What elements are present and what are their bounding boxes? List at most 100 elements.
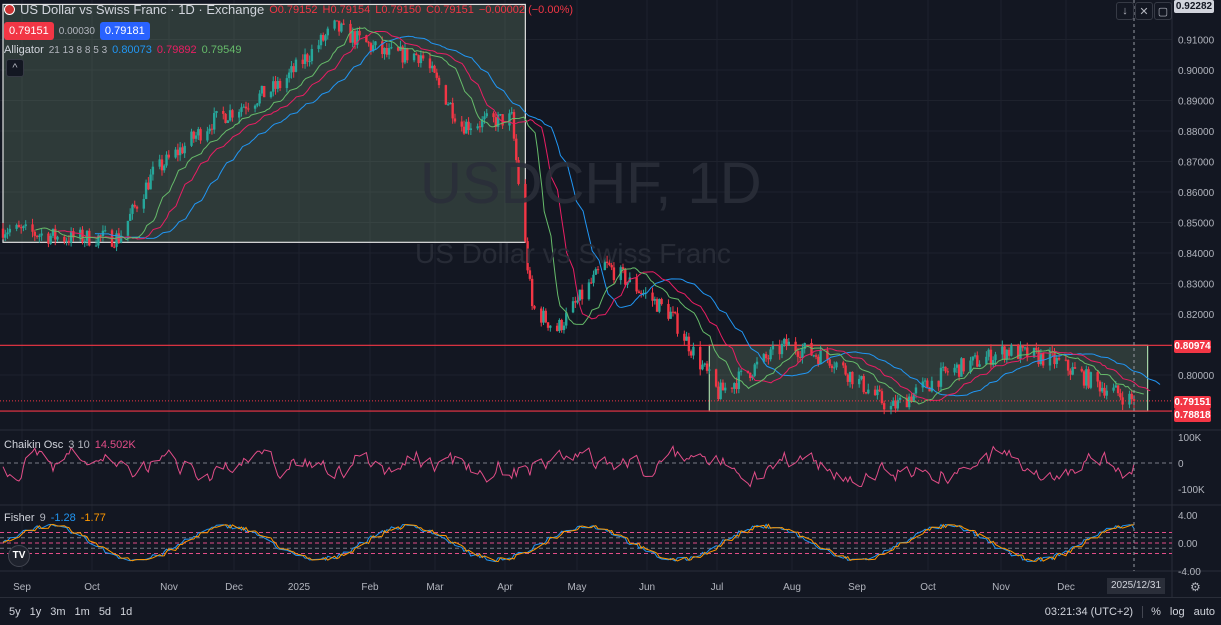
candle-body bbox=[719, 382, 722, 400]
candle-body bbox=[864, 392, 868, 394]
candle-body bbox=[833, 367, 836, 369]
candle-body bbox=[115, 233, 118, 247]
candle-body bbox=[783, 338, 786, 344]
candle-body bbox=[612, 267, 616, 281]
candle-body bbox=[342, 23, 345, 25]
candle-body bbox=[15, 224, 18, 229]
maximize-pane-button[interactable]: ▢ bbox=[1154, 2, 1172, 20]
candle-body bbox=[446, 104, 450, 106]
candle-body bbox=[739, 370, 743, 372]
collapse-legend-button[interactable]: ^ bbox=[6, 59, 24, 77]
candle-body bbox=[755, 361, 759, 365]
candle-body bbox=[944, 366, 947, 372]
tradingview-logo[interactable]: TV bbox=[8, 545, 30, 567]
collapse-pane-button[interactable]: ✕ bbox=[1135, 2, 1153, 20]
auto-toggle[interactable]: auto bbox=[1193, 605, 1215, 618]
range-1y[interactable]: 1y bbox=[29, 605, 42, 618]
candle-body bbox=[451, 102, 454, 119]
candle-body bbox=[206, 131, 209, 141]
candle-body bbox=[158, 159, 161, 167]
symbol-legend[interactable]: US Dollar vs Swiss Franc · 1D · Exchange… bbox=[4, 2, 573, 17]
candle-body bbox=[708, 369, 711, 371]
candle-body bbox=[1069, 370, 1072, 375]
candle-body bbox=[592, 274, 595, 283]
chaikin-legend[interactable]: Chaikin Osc 3 10 14.502K bbox=[4, 439, 136, 451]
candle-body bbox=[444, 85, 448, 105]
quote-row: 0.79151 0.00030 0.79181 bbox=[4, 22, 150, 40]
sell-button[interactable]: 0.79151 bbox=[4, 22, 54, 40]
candle-body bbox=[385, 47, 389, 55]
candle-body bbox=[306, 54, 309, 62]
candle-body bbox=[528, 270, 532, 279]
candle-body bbox=[828, 359, 831, 366]
candle-body bbox=[194, 135, 198, 139]
candle-body bbox=[1021, 345, 1024, 348]
candle-body bbox=[1112, 387, 1115, 391]
range-5y[interactable]: 5y bbox=[9, 605, 21, 618]
candle-body bbox=[213, 113, 216, 130]
alligator-jaw-line bbox=[94, 35, 1161, 397]
candle-body bbox=[208, 128, 211, 132]
candle-body bbox=[851, 371, 854, 385]
candle-body bbox=[1003, 346, 1006, 360]
candle-body bbox=[1016, 345, 1020, 359]
percent-toggle[interactable]: % bbox=[1142, 605, 1161, 618]
candle-body bbox=[1073, 367, 1077, 369]
candle-body bbox=[69, 231, 73, 243]
candle-body bbox=[47, 233, 50, 244]
candle-body bbox=[971, 356, 974, 361]
range-5d[interactable]: 5d bbox=[98, 605, 112, 618]
price-axis-label: 0.80000 bbox=[1178, 371, 1215, 382]
candle-body bbox=[717, 386, 720, 400]
range-1d[interactable]: 1d bbox=[120, 605, 133, 618]
high-price-tag: 0.92282 bbox=[1174, 0, 1214, 13]
settings-gear-icon[interactable]: ⚙ bbox=[1190, 580, 1201, 594]
candle-body bbox=[160, 159, 164, 171]
candle-body bbox=[417, 55, 420, 64]
symbol-title: US Dollar vs Swiss Franc · 1D · Exchange bbox=[20, 2, 265, 17]
candle-body bbox=[1041, 352, 1045, 366]
candle-body bbox=[17, 224, 21, 228]
buy-button[interactable]: 0.79181 bbox=[99, 22, 150, 40]
candle-body bbox=[103, 230, 107, 232]
candle-body bbox=[226, 120, 230, 124]
range-1m[interactable]: 1m bbox=[74, 605, 90, 618]
candle-body bbox=[99, 235, 102, 237]
candle-body bbox=[955, 364, 959, 368]
candle-body bbox=[946, 371, 949, 373]
candle-body bbox=[540, 308, 543, 323]
alligator-legend[interactable]: Alligator 21 13 8 8 5 3 0.80073 0.79892 … bbox=[4, 44, 241, 56]
flag-icon bbox=[4, 4, 15, 15]
candle-body bbox=[494, 117, 498, 127]
candle-body bbox=[812, 355, 815, 357]
candle-body bbox=[1101, 387, 1104, 392]
candle-body bbox=[419, 55, 423, 64]
chart-canvas[interactable]: 0.91000 0.90000 0.89000 0.88000 0.87000 0.860… bbox=[0, 0, 1221, 597]
candle-body bbox=[635, 277, 638, 292]
fisher-value-2: -1.77 bbox=[80, 512, 106, 524]
candle-body bbox=[453, 118, 457, 122]
candle-body bbox=[228, 110, 232, 121]
scroll-down-button[interactable]: ↓ bbox=[1116, 2, 1134, 20]
candle-body bbox=[272, 81, 275, 92]
candle-body bbox=[174, 149, 177, 158]
candle-body bbox=[524, 183, 527, 242]
maximize-icon: ▢ bbox=[1157, 5, 1169, 18]
candle-body bbox=[562, 325, 566, 331]
candle-body bbox=[308, 61, 311, 63]
clock[interactable]: 03:21:34 (UTC+2) bbox=[1044, 605, 1134, 618]
candle-body bbox=[957, 364, 961, 377]
candle-body bbox=[387, 48, 391, 55]
candle-body bbox=[639, 292, 643, 294]
candle-body bbox=[1055, 358, 1058, 365]
log-toggle[interactable]: log bbox=[1169, 605, 1185, 618]
candle-body bbox=[1048, 351, 1052, 366]
candle-body bbox=[324, 35, 327, 41]
fisher-axis-label: -4.00 bbox=[1178, 567, 1201, 578]
candle-body bbox=[769, 349, 772, 360]
time-axis-label: Jul bbox=[711, 582, 724, 593]
fisher-legend[interactable]: Fisher 9 -1.28 -1.77 bbox=[4, 512, 106, 524]
range-3m[interactable]: 3m bbox=[50, 605, 66, 618]
candle-body bbox=[333, 20, 336, 29]
time-axis-label: Apr bbox=[497, 582, 513, 593]
